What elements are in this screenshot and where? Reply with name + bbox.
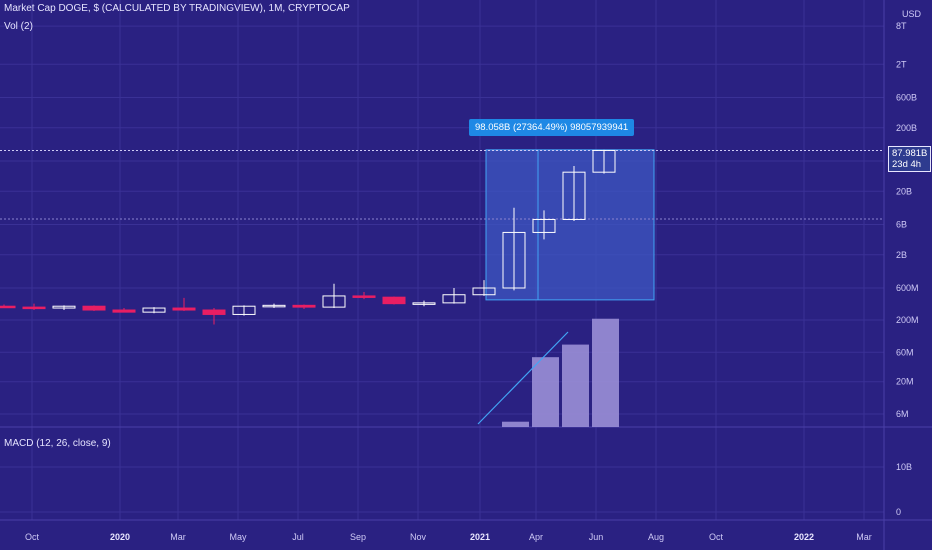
measure-tooltip: 98.058B (27364.49%) 98057939941 bbox=[469, 119, 635, 136]
price-axis-tick: 600M bbox=[896, 283, 919, 293]
candle-body bbox=[382, 296, 406, 305]
time-axis-tick: Nov bbox=[410, 532, 427, 542]
macd-axis-tick: 0 bbox=[896, 507, 901, 517]
volume-trend-line bbox=[477, 331, 569, 425]
last-price-value: 87.981B bbox=[892, 148, 928, 159]
candle-body bbox=[82, 305, 106, 311]
macd-legend[interactable]: MACD (12, 26, close, 9) bbox=[4, 438, 111, 449]
candle-body bbox=[202, 309, 226, 315]
price-axis-tick: 600B bbox=[896, 93, 917, 103]
candle-body bbox=[262, 304, 286, 308]
candle-body bbox=[112, 309, 136, 313]
candle-body bbox=[172, 307, 196, 311]
time-axis-tick: Mar bbox=[170, 532, 186, 542]
volume-bar bbox=[532, 357, 559, 427]
volume-bar bbox=[592, 318, 619, 427]
bar-countdown: 23d 4h bbox=[892, 159, 922, 170]
macd-axis-tick: 10B bbox=[896, 462, 912, 472]
time-axis-tick: Aug bbox=[648, 532, 664, 542]
volume-legend[interactable]: Vol (2) bbox=[4, 21, 33, 32]
candle-body bbox=[52, 305, 76, 309]
time-axis-tick: 2021 bbox=[470, 532, 490, 542]
volume-axis-tick: 200M bbox=[896, 315, 919, 325]
last-price-badge: 87.981B 23d 4h bbox=[888, 146, 932, 172]
time-axis-tick: 2022 bbox=[794, 532, 814, 542]
candle-body bbox=[0, 305, 16, 309]
volume-bar bbox=[562, 344, 589, 427]
candle-body bbox=[472, 287, 496, 296]
candle-body bbox=[562, 171, 586, 220]
candle-body bbox=[412, 302, 436, 305]
time-axis-tick: Oct bbox=[709, 532, 724, 542]
candle-body bbox=[592, 149, 616, 173]
price-axis-tick: 2T bbox=[896, 59, 907, 69]
symbol-title[interactable]: Market Cap DOGE, $ (CALCULATED BY TRADIN… bbox=[4, 3, 350, 14]
candle-body bbox=[22, 306, 46, 310]
volume-axis-tick: 20M bbox=[896, 377, 914, 387]
time-axis-tick: Oct bbox=[25, 532, 40, 542]
candle-body bbox=[502, 231, 526, 289]
candle-body bbox=[442, 294, 466, 304]
currency-label: USD bbox=[902, 9, 922, 19]
time-axis-tick: Jun bbox=[589, 532, 604, 542]
price-axis-tick: 20B bbox=[896, 186, 912, 196]
price-axis-tick: 6B bbox=[896, 220, 907, 230]
price-axis-tick: 8T bbox=[896, 21, 907, 31]
price-axis-tick: 2B bbox=[896, 250, 907, 260]
candle-body bbox=[532, 218, 556, 233]
time-axis-tick: Jul bbox=[292, 532, 304, 542]
candle-body bbox=[232, 305, 256, 315]
volume-axis-tick: 60M bbox=[896, 347, 914, 357]
candle-body bbox=[142, 307, 166, 313]
volume-bar bbox=[502, 421, 529, 427]
time-axis-tick: Apr bbox=[529, 532, 543, 542]
price-axis-tick: 200B bbox=[896, 123, 917, 133]
candle-body bbox=[322, 295, 346, 308]
volume-axis-tick: 6M bbox=[896, 409, 909, 419]
time-axis-tick: Mar bbox=[856, 532, 872, 542]
time-axis-tick: 2020 bbox=[110, 532, 130, 542]
time-axis-tick: May bbox=[229, 532, 247, 542]
candle-body bbox=[352, 295, 376, 298]
candle-body bbox=[292, 304, 316, 308]
time-axis-tick: Sep bbox=[350, 532, 366, 542]
